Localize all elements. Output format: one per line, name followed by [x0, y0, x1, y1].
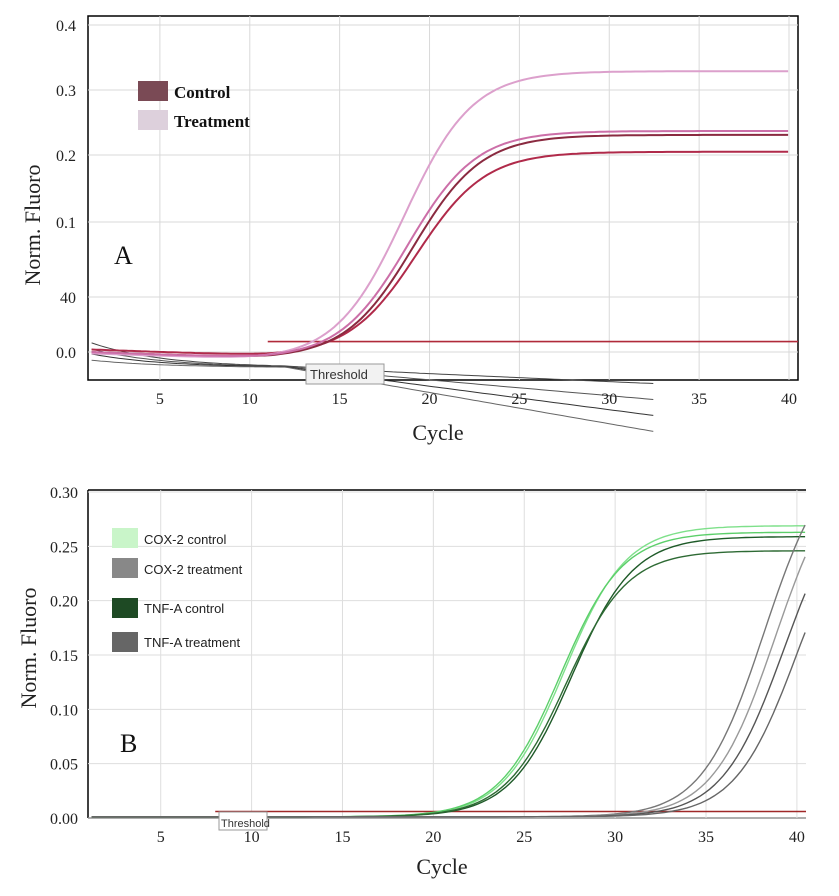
y-tick-b-3: 0.15	[50, 648, 78, 665]
panel-b-curves	[91, 524, 806, 818]
x-tick-a-30: 30	[601, 391, 617, 408]
legend-a-treatment-label: Treatment	[174, 112, 250, 131]
legend-b-tnfa-treatment-swatch	[112, 632, 138, 652]
curve-b-tnf-a-treatment-7	[91, 632, 806, 818]
y-tick-a-3: 0.2	[56, 148, 76, 165]
curve-a-treatment-3	[91, 130, 789, 357]
x-tick-a-25: 25	[511, 391, 527, 408]
legend-b-tnfa-treatment-label: TNF-A treatment	[144, 635, 240, 650]
y-tick-b-1: 0.05	[50, 757, 78, 774]
x-tick-a-15: 15	[332, 391, 348, 408]
legend-a-control-swatch	[138, 81, 168, 101]
curve-b-tnf-a-control-2	[91, 536, 806, 818]
panel-a-grid	[88, 16, 798, 380]
y-tick-b-0: 0.00	[50, 811, 78, 828]
legend-a-treatment-swatch	[138, 110, 168, 130]
legend-b-cox2-treatment-label: COX-2 treatment	[144, 562, 243, 577]
panel-a-ticks: 5 10 15 20 25 30 35 40 0.0 40 0.1 0.2 0.3 0.4	[56, 18, 797, 408]
legend-b-tnfa-control-label: TNF-A control	[144, 601, 224, 616]
curve-a-treatment-2	[91, 70, 789, 358]
legend-a-control-label: Control	[174, 83, 231, 102]
panel-a-threshold-box	[305, 363, 385, 385]
y-tick-a-4: 0.3	[56, 83, 76, 100]
x-tick-a-40: 40	[781, 391, 797, 408]
panel-b-threshold-label: Threshold	[221, 818, 270, 830]
x-tick-b-20: 20	[425, 829, 441, 846]
x-tick-b-40: 40	[789, 829, 805, 846]
y-tick-a-0: 0.0	[56, 345, 76, 362]
panel-a-ylabel: Norm. Fluoro	[20, 165, 45, 286]
y-tick-b-4: 0.20	[50, 594, 78, 611]
panel-b-ylabel: Norm. Fluoro	[16, 588, 41, 709]
y-tick-a-5: 0.4	[56, 18, 76, 35]
x-tick-b-30: 30	[607, 829, 623, 846]
x-tick-b-25: 25	[516, 829, 532, 846]
legend-b-cox2-control-label: COX-2 control	[144, 532, 226, 547]
legend-b-cox2-control-swatch	[112, 528, 138, 548]
panel-a-xlabel: Cycle	[412, 420, 463, 445]
panel-b-ticks: 5 10 15 20 25 30 35 40 0.00 0.05 0.10 0.15 0.20 0.25 0…	[50, 485, 805, 846]
x-tick-b-15: 15	[334, 829, 350, 846]
x-tick-a-5: 5	[156, 391, 164, 408]
legend-b-cox2-treatment-swatch	[112, 558, 138, 578]
curve-b-tnf-a-treatment-6	[91, 593, 806, 818]
panel-b-label: B	[120, 729, 137, 758]
y-tick-b-6: 0.30	[50, 485, 78, 502]
y-tick-a-2: 0.1	[56, 215, 76, 232]
panel-b-chart: 5 10 15 20 25 30 35 40 0.00 0.05 0.10 0.15 0.20 0.25 0…	[16, 485, 806, 879]
y-tick-a-1: 40	[60, 290, 76, 307]
x-tick-a-20: 20	[422, 391, 438, 408]
curve-a-control-0	[91, 150, 789, 355]
legend-b-tnfa-control-swatch	[112, 598, 138, 618]
x-tick-b-35: 35	[698, 829, 714, 846]
panel-a-label: A	[114, 241, 133, 270]
panel-a-threshold-label: Threshold	[310, 367, 368, 382]
panel-a-plot-area	[87, 15, 799, 381]
x-tick-a-35: 35	[691, 391, 707, 408]
panel-a-chart: 5 10 15 20 25 30 35 40 0.0 40 0.1 0.2 0.3 0.4 Control…	[20, 15, 799, 445]
panel-b-xlabel: Cycle	[416, 854, 467, 879]
y-tick-b-2: 0.10	[50, 702, 78, 719]
x-tick-b-5: 5	[157, 829, 165, 846]
y-tick-b-5: 0.25	[50, 539, 78, 556]
x-tick-b-10: 10	[244, 829, 260, 846]
panel-b-threshold-box	[218, 811, 268, 831]
x-tick-a-10: 10	[242, 391, 258, 408]
